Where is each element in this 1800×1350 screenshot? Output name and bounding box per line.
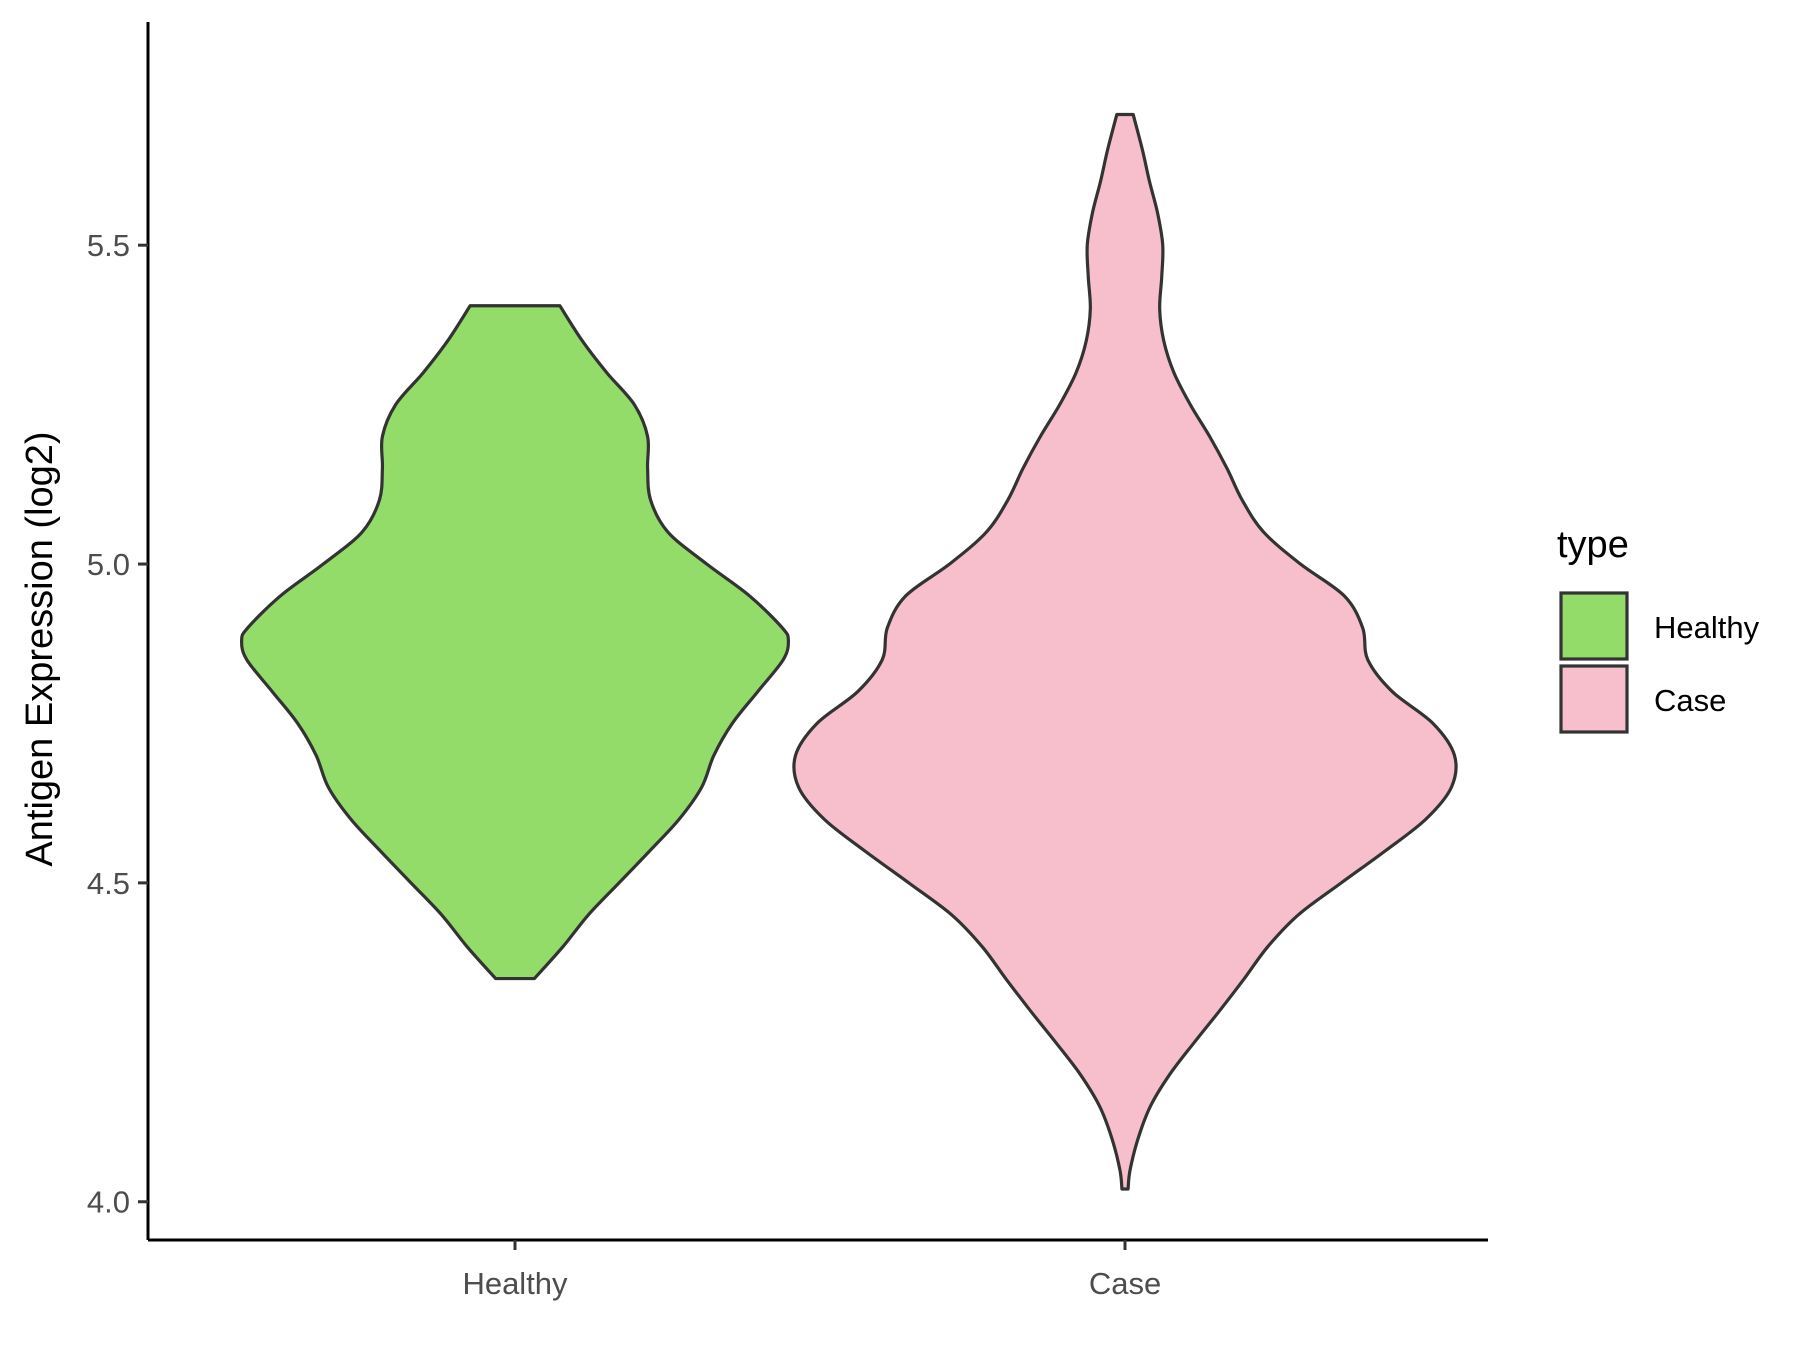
legend-entries: Healthy Case xyxy=(1559,591,1760,734)
legend: type Healthy Case xyxy=(1557,524,1760,734)
x-tick-label: Case xyxy=(1089,1266,1161,1301)
y-tick-label: 4.5 xyxy=(87,866,130,901)
x-axis-ticks: Healthy Case xyxy=(462,1240,1161,1301)
legend-label-healthy: Healthy xyxy=(1654,610,1760,645)
x-tick-label: Healthy xyxy=(462,1266,568,1301)
legend-key-case xyxy=(1559,664,1629,734)
violin-case xyxy=(792,112,1458,1191)
violin-healthy xyxy=(240,304,790,981)
y-tick-label: 5.0 xyxy=(87,547,130,582)
violin-layer xyxy=(240,112,1458,1191)
y-axis-ticks: 4.0 4.5 5.0 5.5 xyxy=(87,228,148,1220)
axes: 4.0 4.5 5.0 5.5 Healthy Case xyxy=(87,22,1488,1301)
legend-key-healthy xyxy=(1559,591,1629,661)
y-tick-label: 4.0 xyxy=(87,1185,130,1220)
legend-label-case: Case xyxy=(1654,683,1726,718)
legend-title: type xyxy=(1557,524,1629,566)
y-tick-label: 5.5 xyxy=(87,228,130,263)
y-axis-title: Antigen Expression (log2) xyxy=(19,431,61,866)
